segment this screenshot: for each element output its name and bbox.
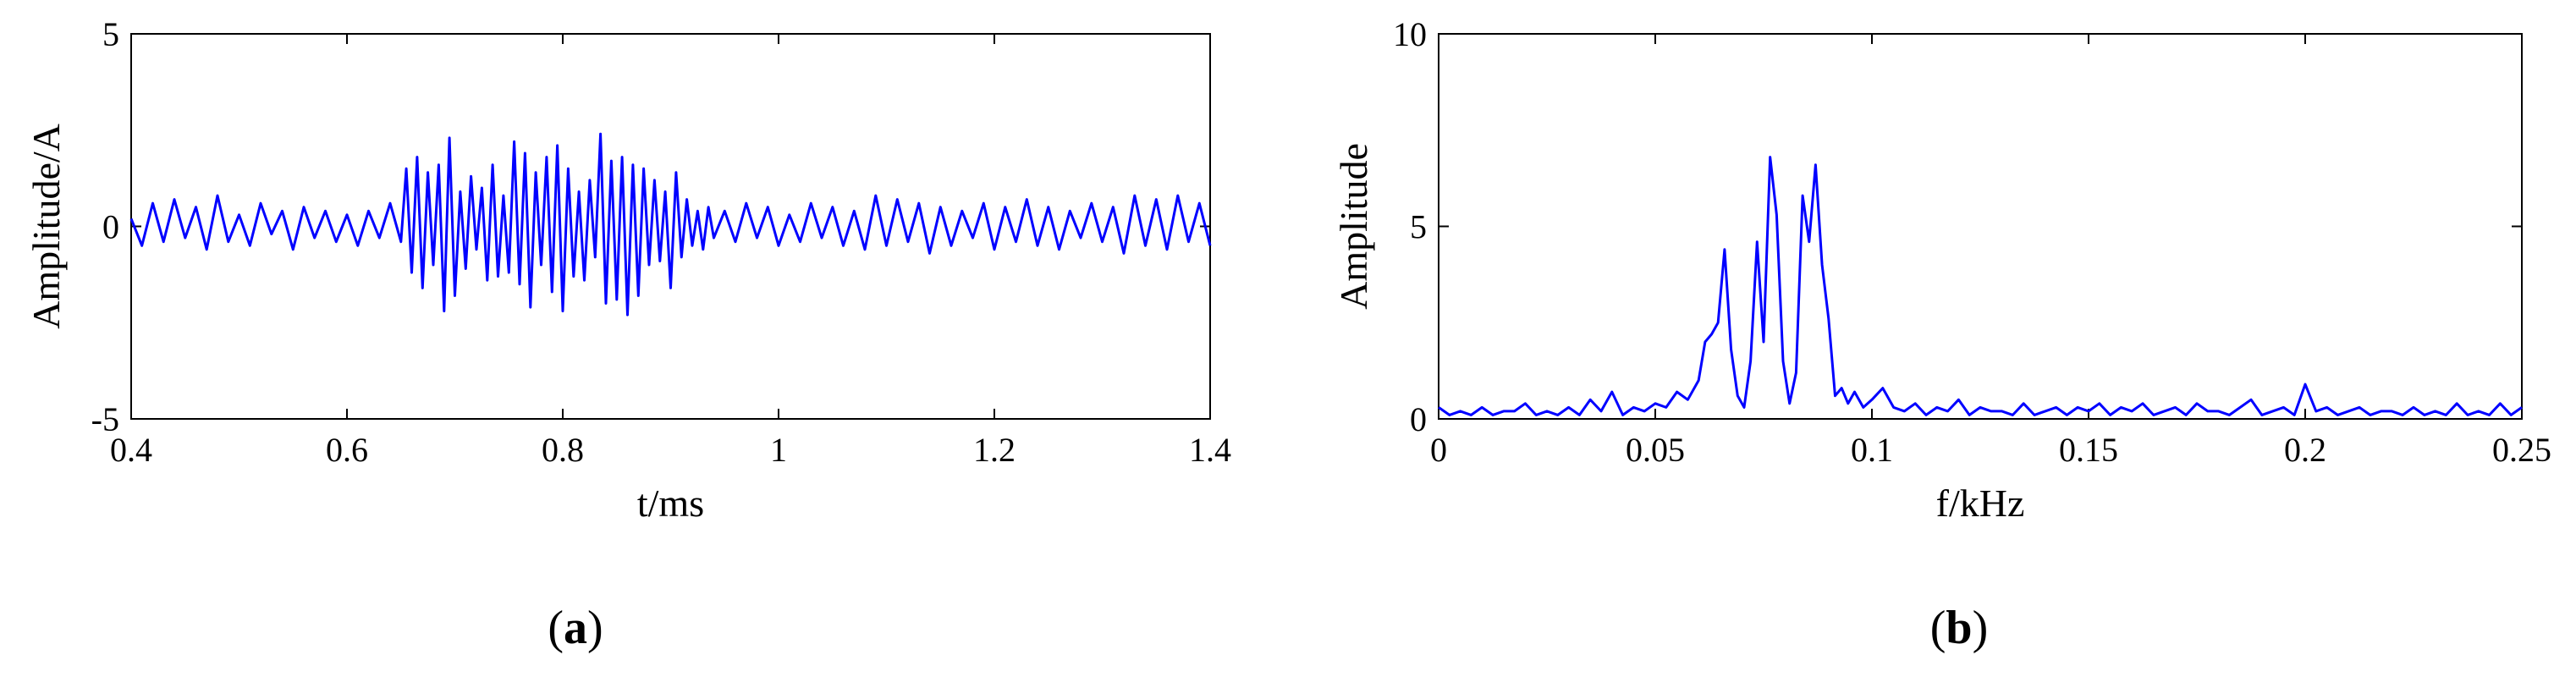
x-axis-label: f/kHz: [1936, 482, 2025, 525]
plot-frame: [130, 33, 1211, 420]
y-tick-label: -5: [91, 400, 119, 438]
x-tick-label: 0.6: [326, 431, 368, 469]
x-tick-label: 0.15: [2059, 431, 2118, 469]
panel-label: (a): [548, 602, 603, 654]
panel-letter: a: [564, 602, 587, 654]
series-line: [1438, 156, 2523, 416]
x-tick-label: 1: [770, 431, 787, 469]
y-tick-label: 0: [1410, 400, 1427, 438]
x-tick-label: 0: [1430, 431, 1447, 469]
x-tick-label: 0.8: [542, 431, 584, 469]
series-line: [129, 132, 1212, 316]
x-axis-label: t/ms: [637, 482, 704, 525]
plot-frame: [1438, 33, 2523, 420]
x-tick-label: 1.2: [973, 431, 1016, 469]
chart-panel-b: 0 0.05 0.1 0.15 0.2 0.25 0 5 10 f/kHz Amplitude (b): [1332, 15, 2551, 654]
y-tick-label: 10: [1393, 15, 1427, 53]
y-tick-label: 0: [102, 208, 119, 246]
y-axis-label: Amplitude/A: [25, 124, 68, 329]
y-tick-label: 5: [102, 15, 119, 53]
y-tick-label: 5: [1410, 208, 1427, 246]
x-tick-label: 0.05: [1626, 431, 1685, 469]
x-tick-label: 0.25: [2492, 431, 2551, 469]
panel-label: (b): [1930, 602, 1988, 654]
x-tick-label: 1.4: [1189, 431, 1231, 469]
chart-panel-a: 0.4 0.6 0.8 1 1.2 1.4 -5 0 5 t/ms Amplitude/A (a): [25, 15, 1231, 654]
y-axis-label: Amplitude: [1332, 143, 1375, 310]
x-tick-label: 0.1: [1851, 431, 1893, 469]
x-tick-label: 0.4: [110, 431, 152, 469]
panel-letter: b: [1946, 602, 1972, 654]
x-tick-label: 0.2: [2284, 431, 2326, 469]
